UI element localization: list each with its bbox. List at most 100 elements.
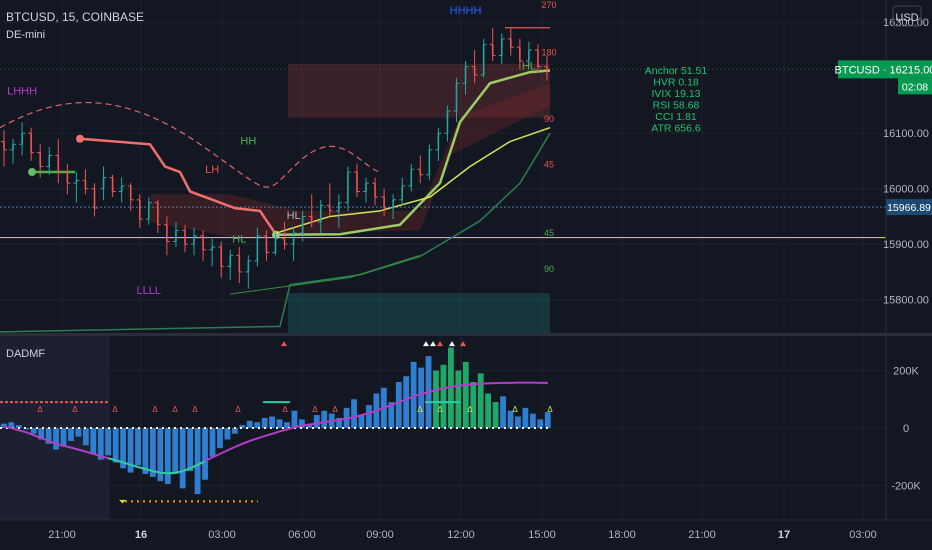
signal-marker	[281, 341, 287, 347]
candle	[317, 199, 324, 234]
candle	[462, 61, 469, 95]
candle	[471, 49, 478, 84]
level-badge-bg	[886, 199, 932, 216]
symbol-title: BTCUSD, 15, COINBASE	[6, 10, 144, 24]
candle	[127, 183, 134, 211]
candle-body	[319, 205, 322, 222]
sub-pane-title[interactable]: DADMF	[6, 348, 45, 360]
histogram-bar	[217, 428, 223, 449]
histogram-bar	[53, 428, 59, 450]
signal-marker	[423, 341, 429, 347]
candle-body	[93, 188, 96, 209]
candle	[516, 38, 523, 70]
currency-label: USD	[895, 12, 918, 24]
candle-body	[148, 202, 150, 220]
candle-body	[75, 180, 78, 184]
delta-marker: Δ	[72, 405, 78, 414]
time-tick-label: 17	[778, 529, 790, 541]
signal-marker	[449, 341, 455, 347]
pattern-label: HL	[232, 234, 246, 246]
histogram-bar	[544, 412, 551, 428]
histogram-bar	[120, 428, 126, 469]
indicator-tick-label: -200K	[891, 481, 921, 493]
candle-body	[428, 149, 431, 175]
candle-body	[21, 133, 23, 145]
time-tick-label: 06:00	[288, 529, 316, 541]
histogram-bar	[254, 422, 261, 428]
signal-line-highlight	[107, 457, 206, 475]
candle	[109, 174, 116, 198]
candle-body	[57, 155, 60, 173]
level-marker: 45	[544, 160, 554, 170]
histogram-bar	[366, 405, 372, 428]
histogram-bar	[284, 422, 290, 428]
stat-line: IVIX 19.13	[651, 88, 700, 100]
histogram-bar	[336, 417, 343, 428]
delta-marker: Δ	[512, 405, 518, 414]
histogram-bar	[246, 420, 253, 428]
candle	[489, 27, 496, 62]
histogram-bar	[276, 419, 283, 428]
stat-line: RSI 58.68	[653, 100, 700, 112]
candle-body	[30, 133, 32, 153]
histogram-bar	[351, 399, 357, 428]
histogram-bar	[485, 393, 492, 428]
candle-body	[138, 199, 141, 220]
histogram-bar	[291, 410, 298, 428]
candle-body	[39, 152, 41, 167]
indicator-name[interactable]: DE-mini	[6, 29, 45, 41]
candle-body	[256, 235, 259, 261]
histogram-bar	[269, 416, 275, 428]
candle	[435, 127, 442, 161]
histogram-bar	[38, 428, 45, 440]
candle-body	[157, 202, 159, 225]
countdown-bg	[898, 78, 932, 95]
candle	[399, 177, 406, 206]
histogram-bar	[500, 396, 506, 428]
histogram-bar	[321, 410, 328, 428]
candle-body	[401, 185, 403, 200]
candle	[64, 163, 71, 195]
candle	[91, 183, 98, 217]
candle	[272, 233, 279, 256]
histogram-bar	[455, 370, 462, 428]
candle-body	[482, 44, 485, 75]
candle	[281, 222, 288, 250]
candle	[46, 147, 53, 175]
histogram-bar	[1, 423, 7, 428]
candle-body	[247, 260, 250, 272]
stop-dot	[76, 134, 84, 143]
candle-body	[338, 202, 340, 211]
candle	[1, 130, 7, 167]
histogram-bar	[477, 373, 484, 428]
candle	[200, 230, 207, 261]
candle	[19, 122, 26, 156]
candle-body	[12, 144, 14, 150]
price-badge-bg	[838, 60, 932, 79]
candle	[381, 188, 388, 217]
candle-body	[528, 49, 530, 62]
level-marker: 90	[544, 264, 554, 274]
histogram-bar	[179, 428, 186, 489]
histogram-bar	[172, 428, 179, 474]
candle	[290, 227, 297, 261]
price-tick-label: 16100.00	[883, 128, 929, 140]
current-price-badge[interactable]: BTCUSD · 16215.00 02:08	[835, 60, 932, 95]
candle	[145, 197, 152, 225]
currency-button[interactable]: USD	[892, 5, 922, 27]
delta-marker: Δ	[282, 405, 288, 414]
candle	[118, 177, 125, 203]
level-marker: 90	[544, 114, 554, 124]
histogram-bar	[202, 428, 208, 480]
histogram-bar	[90, 428, 97, 454]
candle	[82, 169, 89, 195]
delta-marker: Δ	[235, 405, 241, 414]
price-tick-label: 15800.00	[883, 295, 929, 307]
price-tick-label: 15900.00	[883, 239, 929, 251]
time-tick-label: 21:00	[48, 529, 76, 541]
histogram-bar	[30, 428, 37, 434]
histogram-bar	[537, 419, 544, 428]
